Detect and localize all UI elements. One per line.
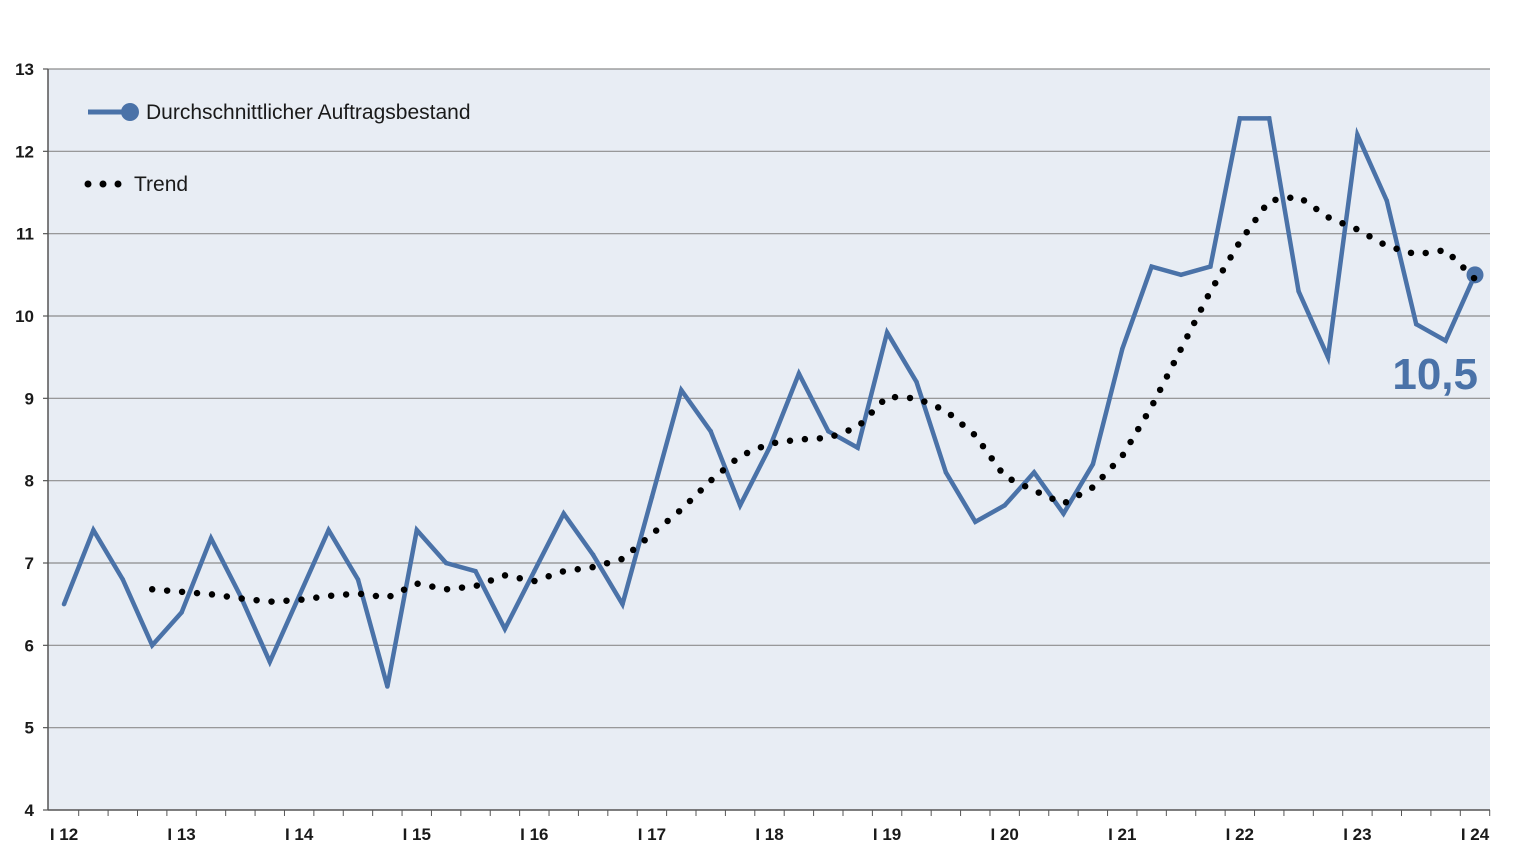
x-tick-label: I 16 bbox=[520, 825, 548, 844]
data-point bbox=[120, 577, 126, 582]
x-tick-label: I 18 bbox=[755, 825, 783, 844]
data-point bbox=[737, 503, 743, 508]
x-tick-label: I 13 bbox=[167, 825, 195, 844]
data-point bbox=[1443, 338, 1448, 343]
value-annotation: 10,5 bbox=[1392, 350, 1478, 399]
data-point bbox=[208, 536, 214, 541]
y-tick-label: 4 bbox=[25, 801, 35, 820]
data-point bbox=[855, 445, 860, 450]
gridlines bbox=[48, 68, 1490, 729]
data-point bbox=[1061, 511, 1066, 516]
data-point bbox=[943, 470, 949, 475]
trend-line bbox=[148, 193, 1479, 605]
data-point bbox=[767, 445, 772, 450]
data-point bbox=[1178, 272, 1184, 278]
series-layer bbox=[61, 116, 1484, 689]
data-point bbox=[1355, 132, 1360, 138]
axes bbox=[47, 69, 1490, 811]
data-point bbox=[1237, 116, 1243, 121]
data-point bbox=[355, 577, 361, 582]
legend-label: Trend bbox=[134, 173, 188, 196]
x-tick-label: I 23 bbox=[1343, 825, 1371, 844]
data-point bbox=[1384, 198, 1390, 203]
x-tick-label: I 24 bbox=[1461, 825, 1490, 844]
data-point bbox=[708, 429, 713, 434]
annotations: 10,5 bbox=[1392, 350, 1478, 399]
data-point bbox=[884, 330, 890, 335]
data-point bbox=[61, 601, 67, 607]
x-tick-label: I 21 bbox=[1108, 825, 1136, 844]
legend-swatch-marker bbox=[121, 103, 139, 121]
legend: Durchschnittlicher Auftragsbestand Trend bbox=[84, 101, 471, 196]
data-point bbox=[179, 610, 184, 615]
y-tick-label: 6 bbox=[25, 636, 34, 655]
data-point bbox=[1413, 321, 1419, 327]
data-point bbox=[590, 552, 596, 558]
series-1 bbox=[148, 193, 1479, 605]
x-tick-label: I 17 bbox=[638, 825, 666, 844]
legend-label: Durchschnittlicher Auftragsbestand bbox=[146, 101, 471, 124]
data-point bbox=[826, 429, 831, 434]
x-tick-label: I 19 bbox=[873, 825, 901, 844]
data-point bbox=[796, 371, 802, 376]
y-tick-label: 8 bbox=[25, 472, 34, 491]
data-point bbox=[1266, 116, 1272, 121]
y-tick-label: 12 bbox=[15, 142, 34, 161]
data-point bbox=[620, 601, 625, 607]
data-point bbox=[1325, 354, 1331, 360]
plot-area bbox=[48, 69, 1490, 810]
data-point bbox=[267, 659, 273, 665]
y-tick-label: 5 bbox=[25, 719, 34, 738]
data-point bbox=[149, 643, 155, 648]
data-point bbox=[1208, 264, 1213, 269]
data-point bbox=[1090, 461, 1096, 467]
data-point bbox=[502, 626, 508, 632]
data-point bbox=[914, 379, 919, 385]
data-point bbox=[414, 527, 419, 533]
data-point bbox=[443, 560, 449, 566]
x-tick-label: I 14 bbox=[285, 825, 314, 844]
x-tick-label: I 12 bbox=[50, 825, 78, 844]
data-point bbox=[1031, 470, 1037, 475]
x-tick-label: I 20 bbox=[990, 825, 1018, 844]
y-tick-label: 11 bbox=[16, 225, 34, 244]
data-point bbox=[473, 568, 478, 574]
y-axis-ticks: 4 5 6 7 8 9 10 11 12 13 bbox=[15, 60, 48, 820]
y-tick-label: 10 bbox=[15, 307, 34, 326]
data-point bbox=[561, 511, 566, 516]
data-point bbox=[679, 387, 684, 393]
series-0 bbox=[61, 116, 1484, 689]
data-point bbox=[973, 519, 978, 525]
y-tick-label: 7 bbox=[25, 554, 34, 573]
data-point bbox=[1296, 289, 1301, 294]
data-point bbox=[532, 568, 537, 574]
y-tick-label: 9 bbox=[25, 389, 34, 408]
data-point bbox=[385, 684, 390, 689]
data-point bbox=[1002, 503, 1007, 508]
last-value-marker bbox=[1466, 266, 1484, 284]
x-tick-label: I 22 bbox=[1226, 825, 1254, 844]
data-point bbox=[326, 527, 331, 533]
x-axis-ticks: I 12 I 13 I 14 I 15 I 16 I 17 I 18 I 19 I 20 I 21… bbox=[50, 810, 1491, 844]
data-point bbox=[649, 494, 655, 500]
y-tick-label: 13 bbox=[15, 60, 34, 79]
data-point bbox=[1149, 264, 1154, 269]
data-point bbox=[1120, 346, 1125, 352]
x-tick-label: I 15 bbox=[403, 825, 431, 844]
data-point bbox=[91, 527, 96, 533]
